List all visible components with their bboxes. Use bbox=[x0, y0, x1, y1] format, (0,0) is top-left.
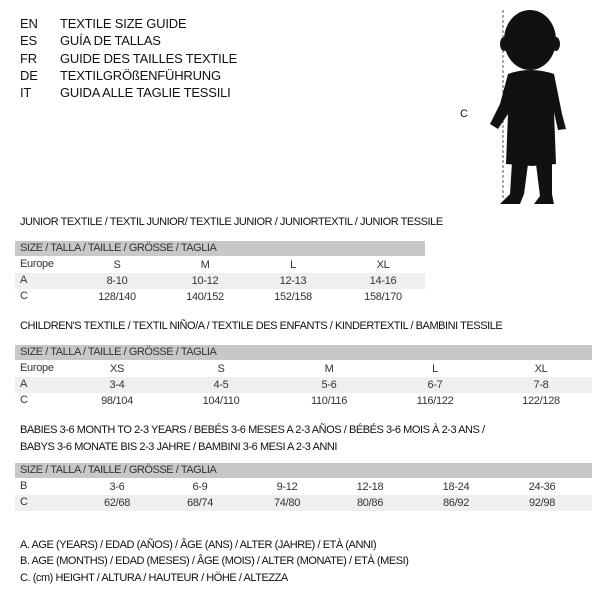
height-label: C bbox=[460, 108, 468, 120]
table-cell: 98/104 bbox=[101, 395, 133, 407]
table-cell: L bbox=[290, 259, 296, 271]
language-code: DE bbox=[20, 67, 38, 83]
table-row: C 62/68 68/74 74/80 80/86 86/92 92/98 bbox=[15, 495, 592, 511]
size-header-bar: SIZE / TALLA / TAILLE / GRÖSSE / TAGLIA bbox=[15, 463, 592, 478]
table-cell: 68/74 bbox=[186, 497, 214, 509]
table-cell: L bbox=[432, 363, 438, 375]
table-cell: 3-6 bbox=[109, 481, 125, 493]
language-code: EN bbox=[20, 16, 38, 31]
table-cell: 12-18 bbox=[356, 481, 384, 493]
table-cell: 7-8 bbox=[533, 379, 549, 391]
size-header-label: SIZE / TALLA / TAILLE / GRÖSSE / TAGLIA bbox=[20, 346, 217, 358]
row-label: C bbox=[20, 496, 28, 508]
table-cell: 4-5 bbox=[213, 379, 229, 391]
legend-line: A. AGE (YEARS) / EDAD (AÑOS) / ÂGE (ANS)… bbox=[20, 539, 377, 551]
table-cell: S bbox=[217, 363, 225, 375]
table-cell: M bbox=[200, 259, 210, 271]
table-cell: 86/92 bbox=[442, 497, 470, 509]
table-cell: 110/116 bbox=[310, 395, 348, 407]
table-cell: 5-6 bbox=[321, 379, 337, 391]
row-label: C bbox=[20, 394, 28, 406]
size-header-label: SIZE / TALLA / TAILLE / GRÖSSE / TAGLIA bbox=[20, 242, 217, 254]
row-label: Europe bbox=[20, 258, 54, 270]
table-cell: 3-4 bbox=[109, 379, 125, 391]
table-cell: 6-7 bbox=[427, 379, 443, 391]
language-code: ES bbox=[20, 33, 37, 49]
legend-line: B. AGE (MONTHS) / EDAD (MESES) / ÂGE (MO… bbox=[20, 555, 409, 568]
table-cell: 80/86 bbox=[356, 497, 384, 509]
language-title: TEXTILGRÖßENFÜHRUNG bbox=[60, 67, 221, 83]
table-cell: 18-24 bbox=[442, 481, 470, 493]
size-header-label: SIZE / TALLA / TAILLE / GRÖSSE / TAGLIA bbox=[20, 464, 217, 476]
language-title: GUIDE DES TAILLES TEXTILE bbox=[60, 50, 238, 66]
table-row: B 3-6 6-9 9-12 12-18 18-24 24-36 bbox=[15, 479, 592, 495]
table-row: C 98/104 104/110 110/116 116/122 122/128 bbox=[15, 393, 592, 409]
table-row: C 128/140 140/152 152/158 158/170 bbox=[15, 289, 425, 305]
language-title: GUIDA ALLE TAGLIE TESSILI bbox=[60, 85, 231, 101]
table-cell: 10-12 bbox=[191, 275, 219, 287]
table-row: A 3-4 4-5 5-6 6-7 7-8 bbox=[15, 377, 592, 393]
section-title: BABYS 3-6 MONATE BIS 2-3 JAHRE / BAMBINI… bbox=[20, 441, 337, 453]
language-code: IT bbox=[20, 85, 32, 101]
language-title: TEXTILE SIZE GUIDE bbox=[60, 16, 187, 31]
child-silhouette-figure bbox=[490, 10, 566, 204]
table-cell: XS bbox=[109, 363, 125, 375]
table-cell: 8-10 bbox=[106, 275, 128, 287]
table-cell: 158/170 bbox=[364, 291, 402, 303]
row-label: A bbox=[20, 274, 28, 286]
table-cell: 92/98 bbox=[528, 497, 556, 509]
section-title: CHILDREN'S TEXTILE / TEXTIL NIÑO/A / TEX… bbox=[20, 320, 503, 332]
language-title: GUÍA DE TALLAS bbox=[60, 33, 161, 49]
size-header-bar: SIZE / TALLA / TAILLE / GRÖSSE / TAGLIA bbox=[15, 345, 592, 360]
section-title: JUNIOR TEXTILE / TEXTIL JUNIOR/ TEXTILE … bbox=[20, 216, 443, 228]
table-row: A 8-10 10-12 12-13 14-16 bbox=[15, 273, 425, 289]
table-row: Europe XS S M L XL bbox=[15, 361, 592, 377]
table-cell: 9-12 bbox=[276, 481, 298, 493]
table-cell: 14-16 bbox=[369, 275, 397, 287]
table-cell: 116/122 bbox=[416, 395, 454, 407]
table-cell: 152/158 bbox=[274, 291, 312, 303]
table-cell: 74/80 bbox=[273, 497, 301, 509]
size-header-bar: SIZE / TALLA / TAILLE / GRÖSSE / TAGLIA bbox=[15, 241, 425, 256]
table-cell: M bbox=[324, 363, 334, 375]
table-cell: XL bbox=[376, 259, 390, 271]
legend-line: C. (cm) HEIGHT / ALTURA / HAUTEUR / HÖHE… bbox=[20, 571, 288, 584]
table-cell: 122/128 bbox=[522, 395, 560, 407]
row-label: C bbox=[20, 290, 28, 302]
table-cell: 62/68 bbox=[103, 497, 131, 509]
table-row: Europe S M L XL bbox=[15, 257, 425, 273]
table-cell: 6-9 bbox=[192, 481, 208, 493]
table-cell: 128/140 bbox=[98, 291, 136, 303]
table-cell: S bbox=[113, 259, 121, 271]
row-label: A bbox=[20, 378, 28, 390]
table-cell: 140/152 bbox=[186, 291, 224, 303]
table-cell: 24-36 bbox=[528, 481, 556, 493]
table-cell: 104/110 bbox=[202, 395, 240, 407]
section-title: BABIES 3-6 MONTH TO 2-3 YEARS / BEBÉS 3-… bbox=[20, 424, 485, 436]
table-cell: XL bbox=[534, 363, 548, 375]
row-label: Europe bbox=[20, 362, 54, 374]
language-code: FR bbox=[20, 50, 37, 66]
table-cell: 12-13 bbox=[279, 275, 307, 287]
row-label: B bbox=[20, 480, 28, 492]
